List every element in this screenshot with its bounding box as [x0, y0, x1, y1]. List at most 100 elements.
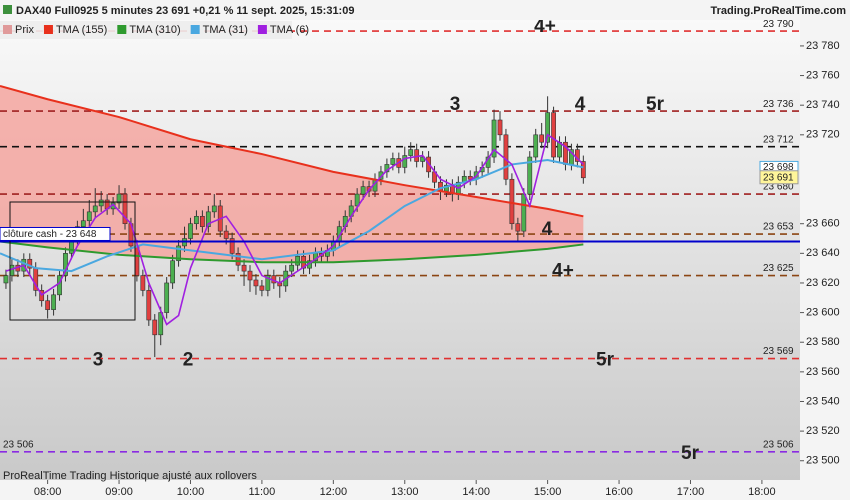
- level-note: 5r: [646, 94, 665, 115]
- candle-body: [211, 205, 217, 213]
- header-icon: [3, 5, 12, 14]
- level-note: 3: [93, 350, 104, 371]
- candle-body: [86, 211, 92, 222]
- x-tick-label: 11:00: [249, 486, 276, 498]
- tma-line: [5, 133, 584, 326]
- candle-body: [491, 119, 497, 158]
- candle-body: [539, 134, 545, 143]
- candle-body: [170, 260, 176, 284]
- brand: Trading.ProRealTime.com: [710, 5, 846, 17]
- level-label: 23 712: [763, 134, 794, 145]
- x-tick-label: 15:00: [534, 486, 562, 498]
- tma-fill: [0, 85, 584, 263]
- level-note: 2: [183, 350, 194, 371]
- candle-body: [259, 285, 265, 291]
- candle-body: [176, 245, 181, 262]
- candle-body: [116, 193, 122, 204]
- tma31-tag: 23 698: [763, 162, 794, 173]
- candle-body: [92, 205, 98, 213]
- tma-line: [0, 84, 584, 218]
- candle-body: [515, 223, 521, 232]
- tma-line: [0, 158, 584, 273]
- candle-body: [188, 223, 193, 239]
- candle-body: [235, 253, 241, 266]
- legend-swatch: [43, 25, 53, 34]
- candle-body: [265, 275, 271, 291]
- candle-body: [140, 275, 146, 291]
- candle-body: [503, 134, 509, 180]
- candle-body: [253, 279, 259, 287]
- candle-body: [122, 193, 128, 225]
- candle-body: [63, 253, 68, 276]
- candle-body: [194, 215, 199, 225]
- legend: Prix TMA (155) TMA (310) TMA (31) TMA (6): [0, 21, 309, 39]
- candle-body: [152, 319, 158, 336]
- level-label: 23 736: [763, 99, 794, 110]
- candle-body: [354, 193, 360, 207]
- x-tick-label: 14:00: [462, 486, 490, 498]
- candle-body: [527, 156, 533, 195]
- candle-body: [545, 112, 551, 143]
- candle-body: [80, 220, 86, 227]
- candle-body: [533, 134, 539, 158]
- candle-body: [205, 211, 211, 227]
- legend-swatch: [117, 25, 127, 34]
- y-tick-label: 23 620: [806, 277, 840, 289]
- legend-label: TMA (155): [56, 24, 107, 36]
- y-tick-label: 23 600: [806, 306, 840, 318]
- candle-body: [360, 186, 366, 195]
- y-tick-label: 23 520: [806, 425, 840, 437]
- candle-body: [27, 258, 33, 269]
- tma-line: [0, 240, 584, 264]
- level-label: 23 506: [763, 439, 794, 450]
- y-tick-label: 23 760: [806, 69, 840, 81]
- candle-body: [467, 175, 473, 180]
- candle-body: [146, 290, 152, 321]
- y-tick-label: 23 560: [806, 366, 840, 378]
- candle-body: [199, 215, 205, 227]
- legend-label: TMA (6): [270, 24, 309, 36]
- candle-body: [521, 193, 527, 232]
- y-tick-label: 23 780: [806, 40, 840, 52]
- y-tick-label: 23 720: [806, 129, 840, 141]
- candle-body: [223, 230, 229, 239]
- candle-body: [289, 264, 295, 272]
- legend-swatch: [257, 25, 267, 34]
- level-label: 23 625: [763, 263, 794, 274]
- y-axis-background: [800, 0, 850, 500]
- level-left-label: 23 506: [3, 439, 34, 450]
- level-label: 23 569: [763, 346, 794, 357]
- legend-background: [0, 21, 292, 39]
- level-note: 5r: [681, 443, 700, 464]
- candle-body: [98, 199, 104, 207]
- level-label: 23 790: [763, 19, 794, 30]
- candle-body: [164, 282, 170, 313]
- last-price-box: [759, 170, 799, 185]
- footer: ProRealTime Trading Historique ajusté au…: [3, 470, 257, 482]
- x-tick-label: 12:00: [320, 486, 348, 498]
- x-tick-label: 09:00: [105, 486, 133, 498]
- plot: [0, 30, 800, 453]
- level-label: 23 653: [763, 222, 794, 233]
- legend-label: TMA (310): [129, 24, 180, 36]
- candle-body: [390, 158, 396, 165]
- x-tick-label: 18:00: [748, 486, 776, 498]
- level-note: 4: [575, 94, 586, 115]
- candle-body: [402, 155, 408, 168]
- candle-body: [580, 161, 586, 179]
- cash-label-box: [0, 226, 111, 241]
- legend-swatch: [190, 25, 200, 34]
- y-tick-label: 23 540: [806, 395, 840, 407]
- y-tick-label: 23 660: [806, 218, 840, 230]
- candle-body: [241, 264, 247, 272]
- y-tick-label: 23 580: [806, 336, 840, 348]
- level-note: 5r: [596, 350, 615, 371]
- level-note: 3: [450, 94, 461, 115]
- candle-body: [509, 178, 515, 225]
- y-tick-label: 23 740: [806, 99, 840, 111]
- header-bar: [0, 0, 850, 20]
- x-tick-label: 13:00: [391, 486, 419, 498]
- x-tick-label: 16:00: [605, 486, 633, 498]
